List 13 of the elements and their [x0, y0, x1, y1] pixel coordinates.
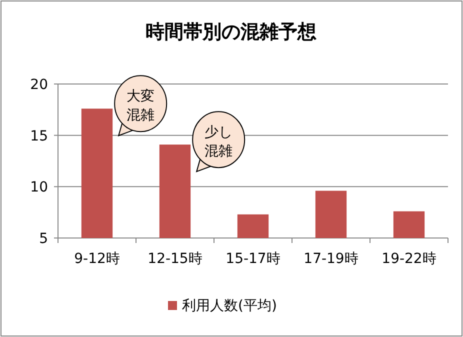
y-tick-label: 20	[30, 77, 48, 93]
annotation: 大変混雑	[126, 88, 155, 124]
x-tick-label: 9-12時	[74, 251, 120, 267]
x-tick-label: 17-19時	[304, 251, 358, 267]
x-tick-label: 15-17時	[226, 251, 280, 267]
annotation: 少し混雑	[204, 124, 233, 160]
y-tick-label: 10	[30, 180, 48, 196]
x-tick-label: 19-22時	[382, 251, 436, 267]
legend-label: 利用人数(平均)	[182, 298, 277, 314]
y-tick-label: 15	[30, 128, 48, 144]
x-tick-label: 12-15時	[148, 251, 202, 267]
chart-title: 時間帯別の混雑予想	[146, 21, 316, 43]
y-tick-label: 5	[39, 231, 48, 247]
